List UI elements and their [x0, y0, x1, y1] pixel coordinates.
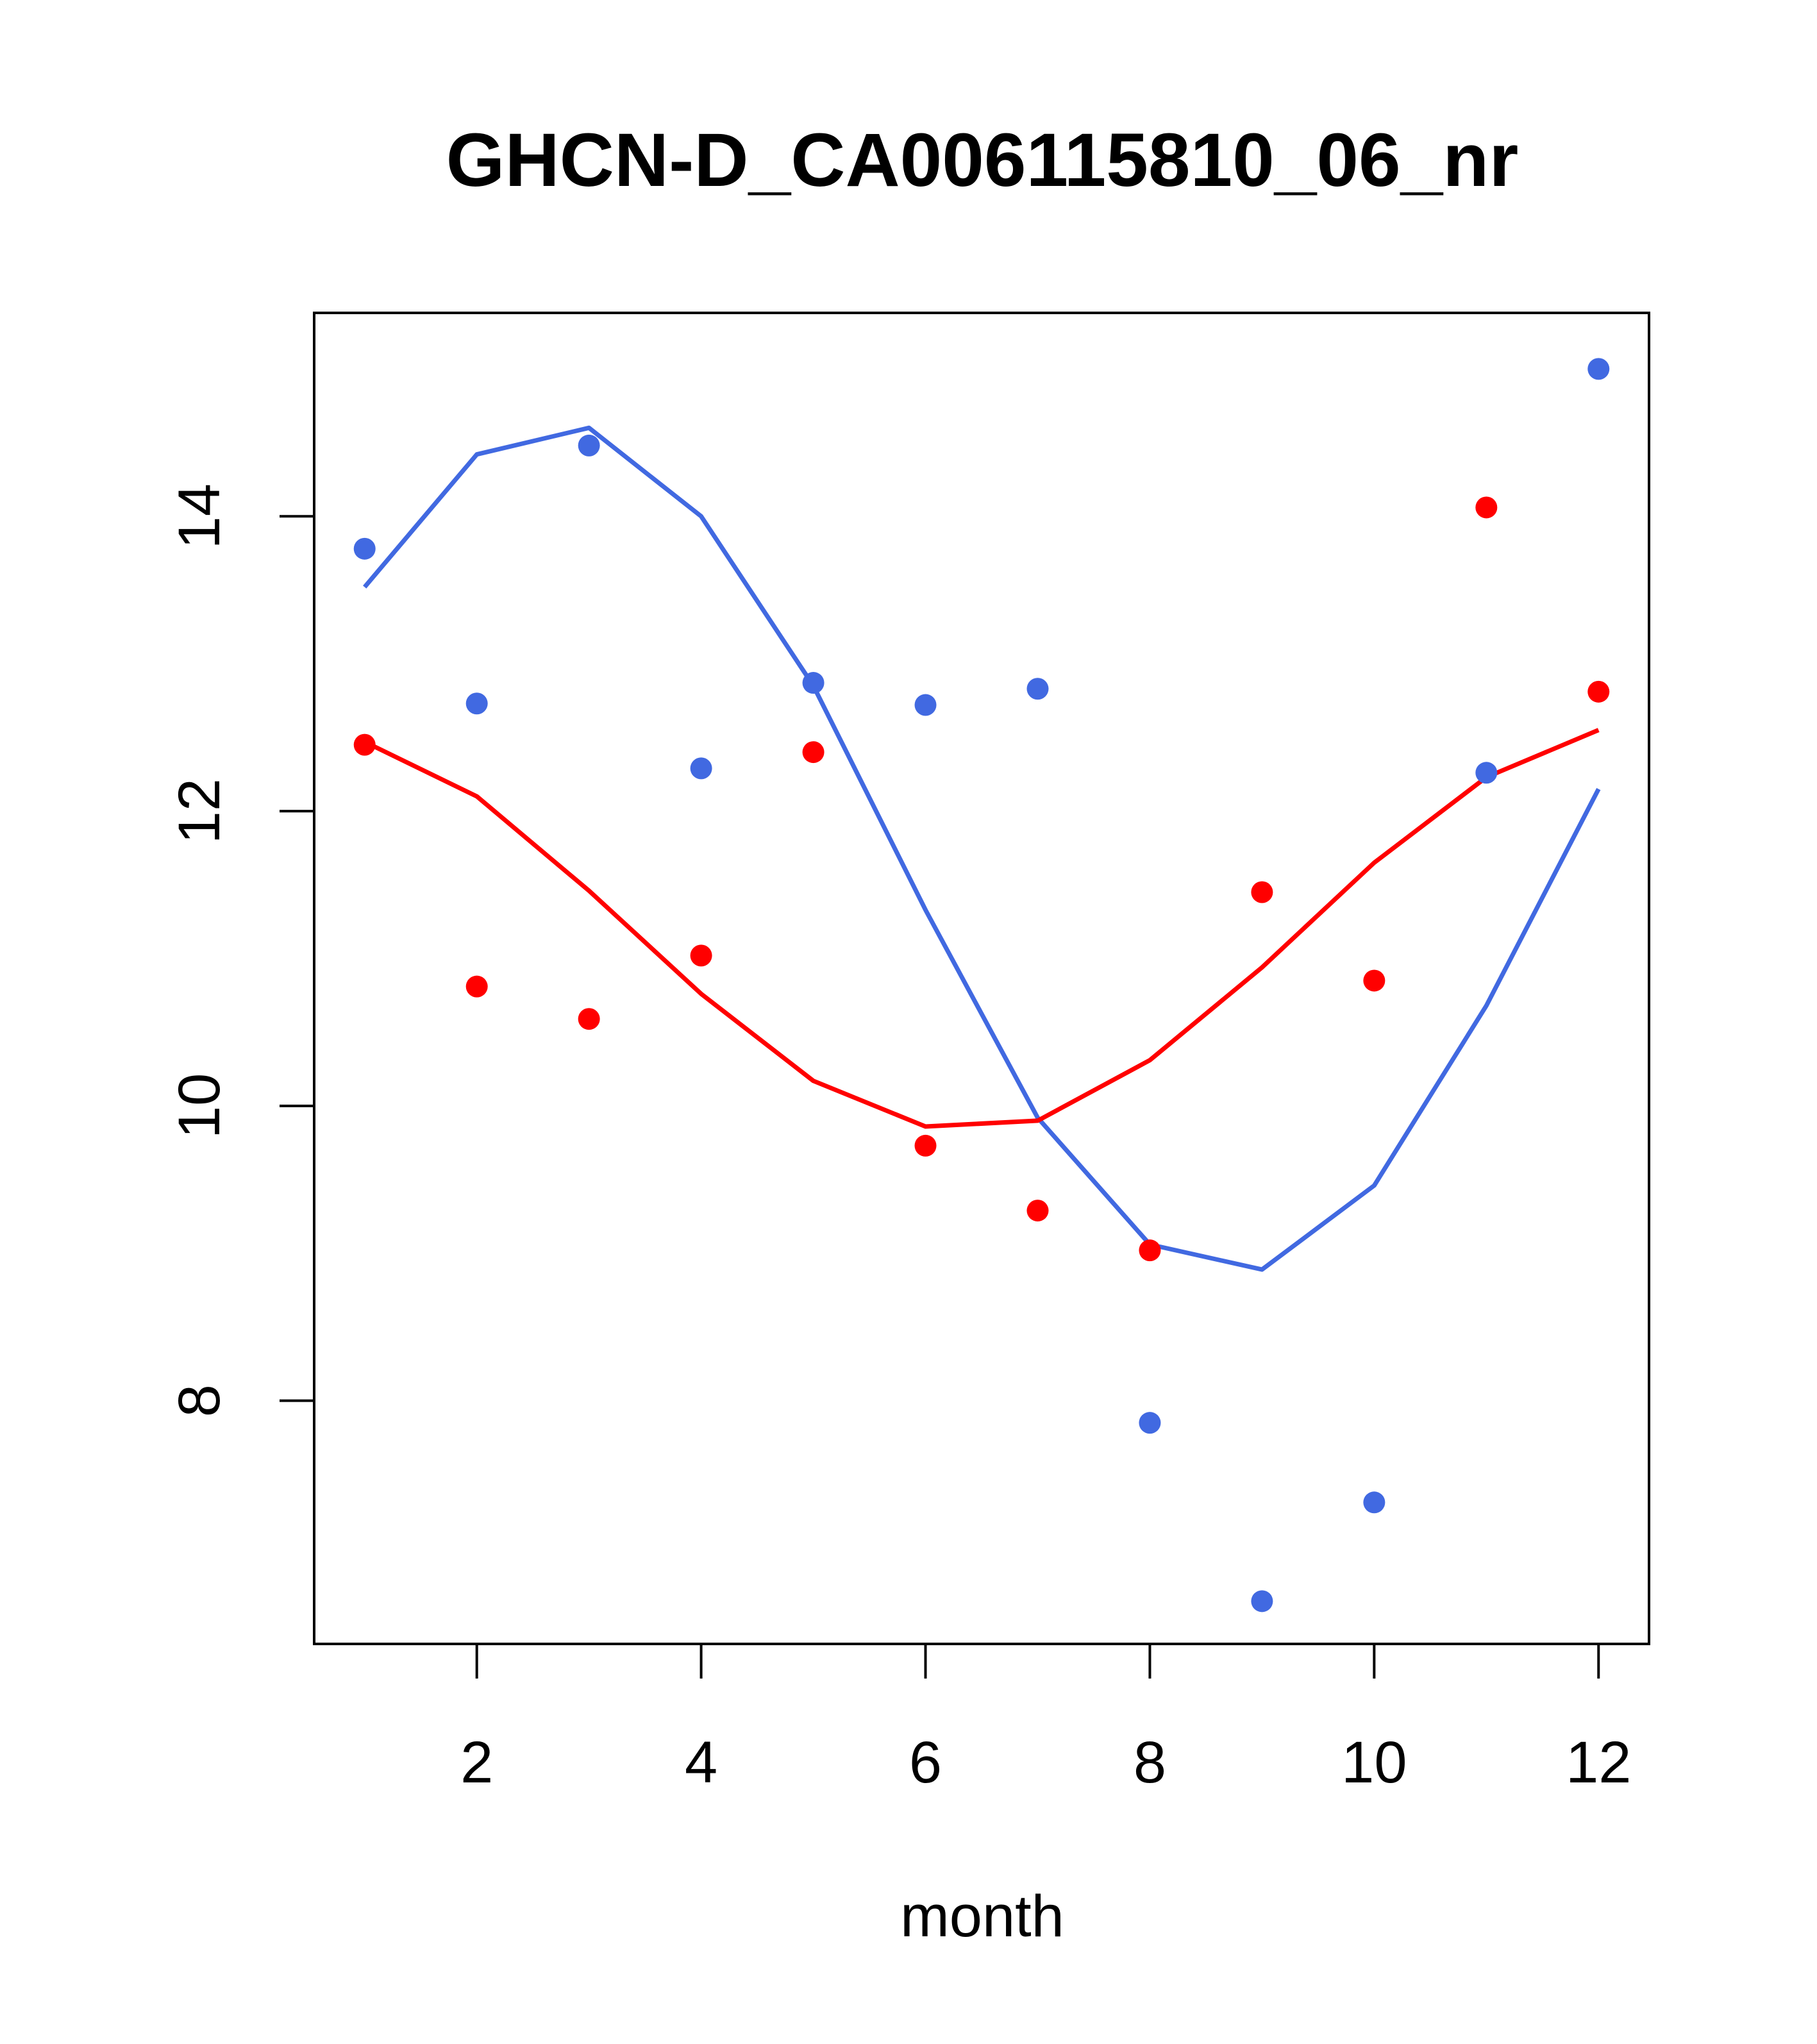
- chart-title: GHCN-D_CA006115810_06_nr: [446, 118, 1519, 203]
- x-tick-label: 12: [1566, 1730, 1631, 1795]
- y-tick-label: 14: [167, 483, 232, 549]
- series-1-point: [802, 741, 825, 764]
- series-1-point: [690, 944, 712, 967]
- series-1-point: [914, 1134, 937, 1157]
- series-1-point: [1026, 1200, 1049, 1222]
- series-0-point: [578, 434, 600, 457]
- series-0-point: [1475, 762, 1498, 784]
- x-tick-label: 6: [909, 1730, 942, 1795]
- y-tick-label: 10: [167, 1073, 232, 1139]
- x-tick-label: 10: [1341, 1730, 1407, 1795]
- x-tick-label: 2: [460, 1730, 493, 1795]
- series-0-point: [1026, 678, 1049, 700]
- series-1-point: [1363, 969, 1386, 992]
- series-0-point: [1587, 358, 1610, 380]
- series-0-point: [1251, 1590, 1273, 1613]
- series-0-point: [1139, 1412, 1161, 1434]
- series-0-point: [690, 757, 712, 780]
- series-1-point: [578, 1008, 600, 1030]
- series-1-line: [364, 728, 1600, 1129]
- series-0-point: [465, 692, 488, 715]
- series-points: [353, 358, 1610, 1613]
- series-0-point: [802, 672, 825, 694]
- series-0-line: [363, 425, 1601, 1272]
- x-axis: 2 4 6 8 10 12: [460, 1643, 1631, 1795]
- x-tick-label: 8: [1134, 1730, 1166, 1795]
- series-0-point: [914, 694, 937, 716]
- series-1-point: [465, 975, 488, 998]
- series-0-point: [353, 537, 376, 560]
- y-axis: 8 10 12 14: [167, 483, 315, 1417]
- y-tick-label: 8: [167, 1384, 232, 1417]
- plot-frame: [313, 312, 1650, 1645]
- y-tick-label: 12: [167, 778, 232, 844]
- series-lines: [363, 425, 1601, 1272]
- series-1-point: [1587, 680, 1610, 703]
- series-1-point: [1251, 881, 1273, 903]
- x-axis-label: month: [900, 1884, 1064, 1949]
- x-tick-label: 4: [685, 1730, 717, 1795]
- series-1-point: [1475, 496, 1498, 519]
- series-1-point: [1139, 1239, 1161, 1262]
- series-1-point: [353, 733, 376, 756]
- series-0-point: [1363, 1491, 1386, 1514]
